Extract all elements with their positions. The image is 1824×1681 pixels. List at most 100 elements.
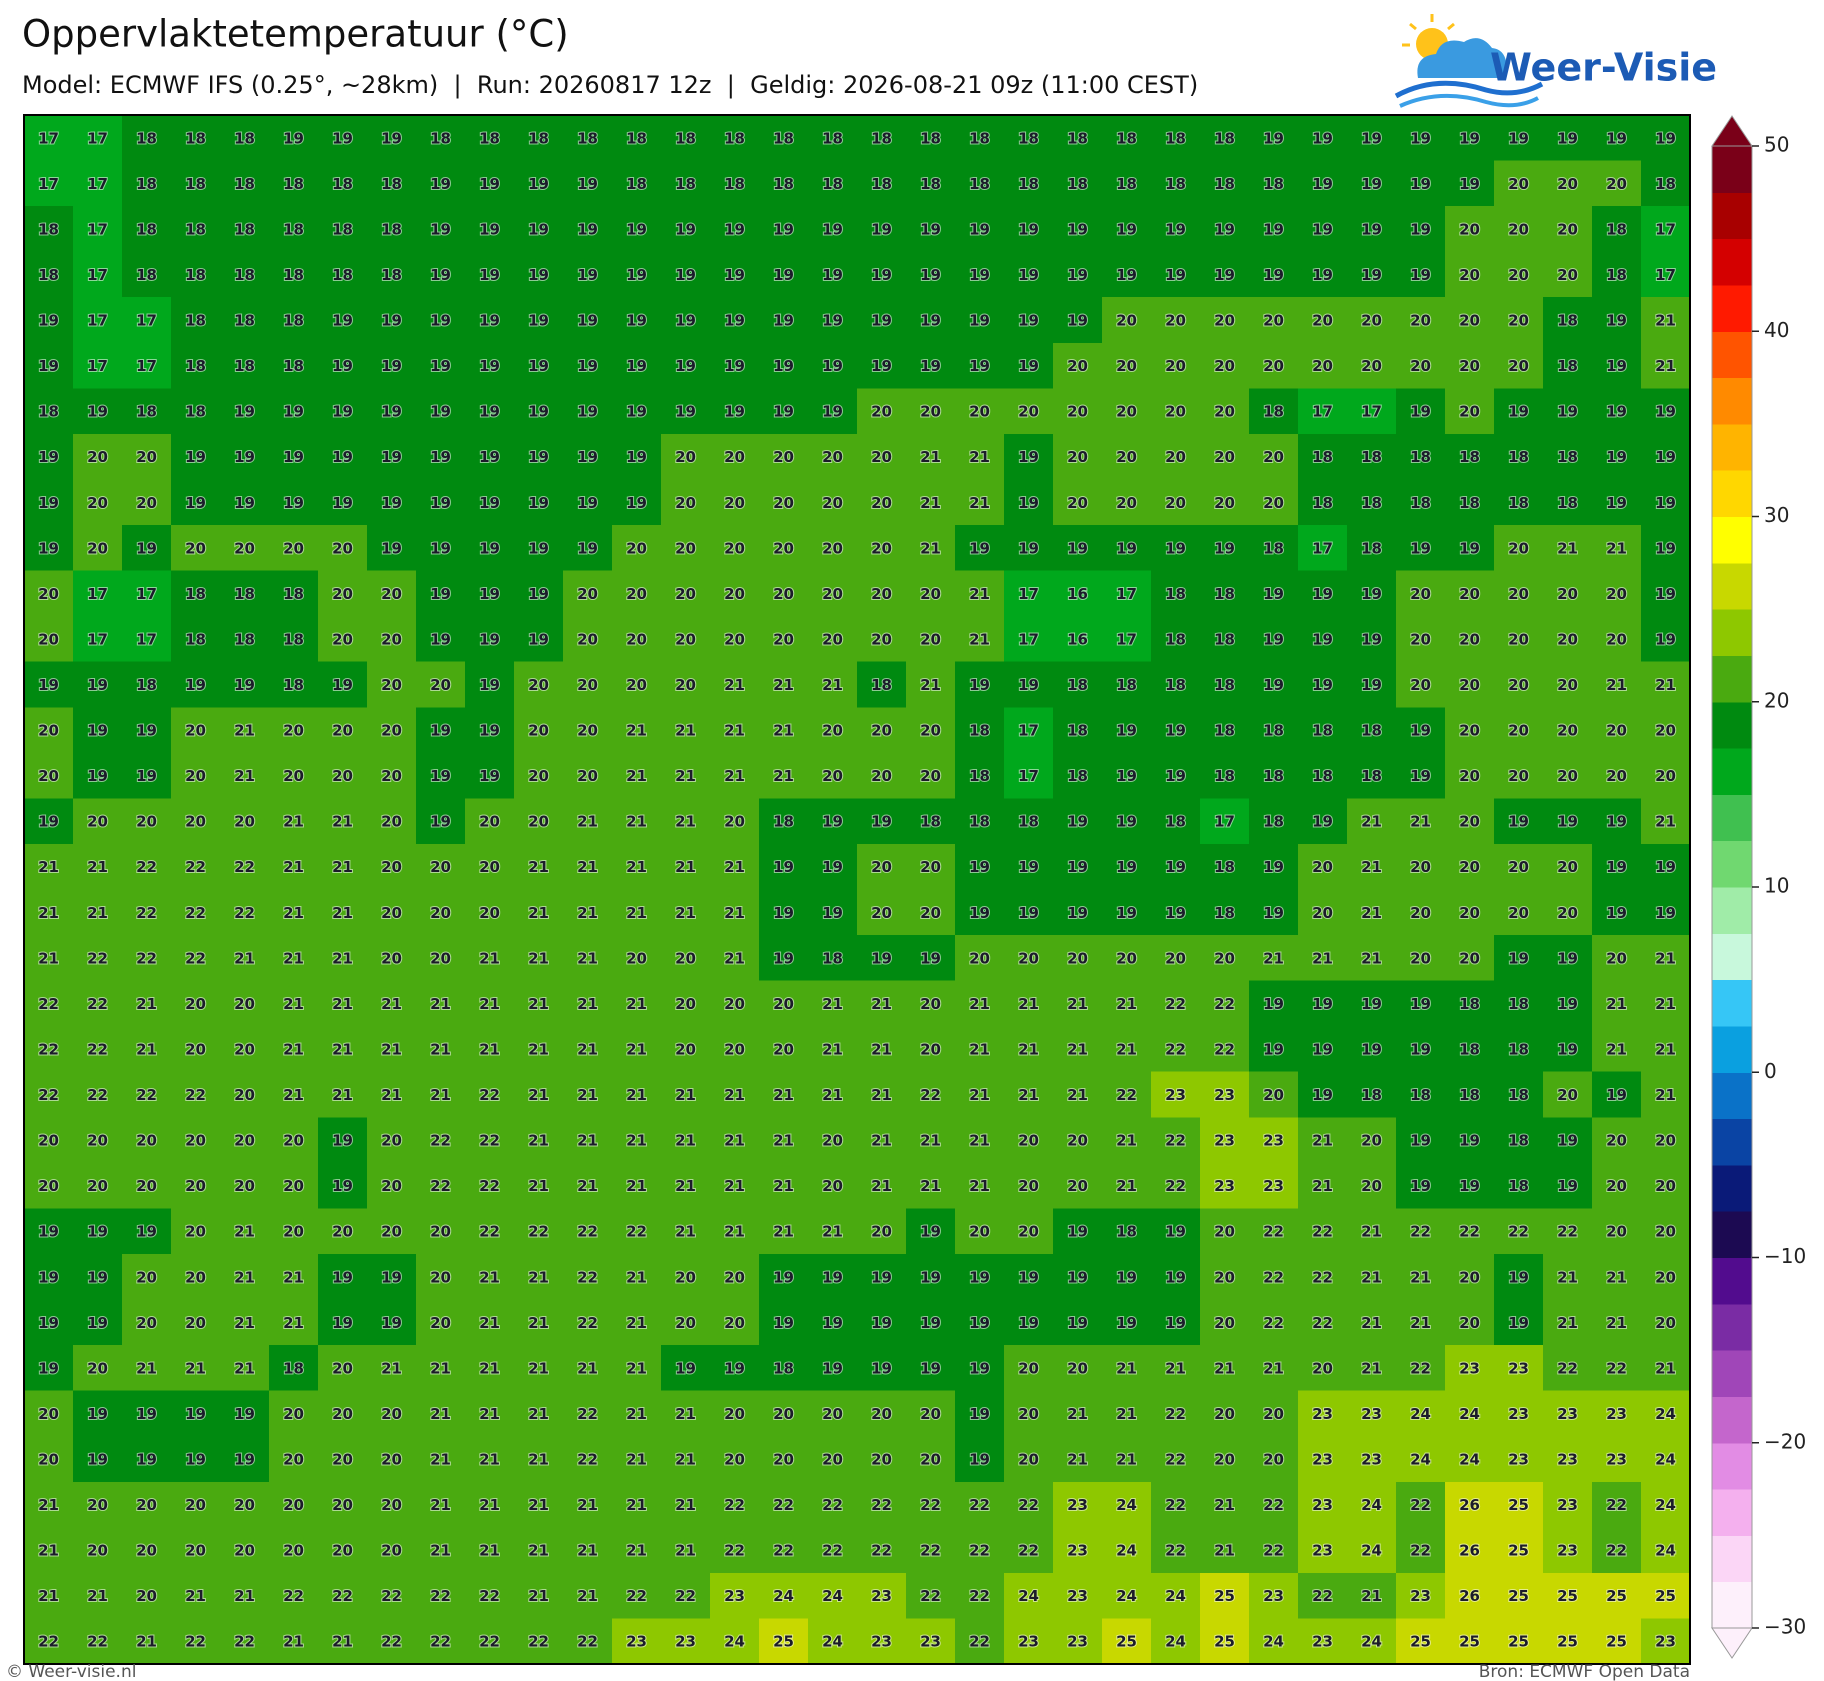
temperature-cell: [269, 570, 319, 617]
temperature-label: 22: [479, 1587, 500, 1605]
temperature-label: 18: [234, 220, 255, 238]
temperature-label: 19: [38, 494, 59, 512]
temperature-cell: [906, 707, 956, 754]
temperature-cell: [416, 251, 466, 298]
temperature-label: 20: [920, 585, 941, 603]
temperature-label: 21: [577, 1086, 598, 1104]
temperature-label: 21: [1263, 949, 1284, 967]
temperature-cell: [122, 251, 172, 298]
temperature-cell: [759, 661, 809, 708]
temperature-label: 20: [969, 1223, 990, 1241]
temperature-cell: [367, 889, 417, 936]
temperature-label: 18: [234, 175, 255, 193]
temperature-cell: [612, 1299, 662, 1346]
temperature-cell: [1151, 935, 1201, 982]
temperature-cell: [171, 1253, 221, 1301]
temperature-label: 20: [724, 1314, 745, 1332]
temperature-cell: [318, 388, 368, 435]
temperature-cell: [367, 752, 417, 799]
temperature-label: 20: [1557, 220, 1578, 238]
temperature-cell: [1102, 570, 1152, 617]
temperature-label: 20: [1361, 312, 1382, 330]
temperature-cell: [269, 297, 319, 344]
temperature-label: 21: [724, 858, 745, 876]
temperature-cell: [416, 843, 466, 891]
temperature-cell: [857, 297, 907, 344]
temperature-cell: [220, 889, 270, 936]
temperature-label: 19: [577, 220, 598, 238]
temperature-cell: [73, 752, 123, 799]
temperature-label: 20: [430, 1268, 451, 1286]
temperature-cell: [24, 115, 74, 162]
temperature-cell: [808, 1208, 858, 1255]
temperature-label: 19: [1312, 630, 1333, 648]
temperature-label: 25: [1508, 1633, 1529, 1651]
temperature-cell: [220, 1253, 270, 1301]
temperature-cell: [1543, 752, 1593, 799]
temperature-cell: [612, 889, 662, 936]
temperature-cell: [857, 1162, 907, 1210]
temperature-label: 20: [185, 1223, 206, 1241]
temperature-cell: [906, 1071, 956, 1118]
temperature-label: 20: [1655, 1268, 1676, 1286]
temperature-label: 18: [381, 266, 402, 284]
temperature-label: 21: [528, 858, 549, 876]
temperature-label: 20: [87, 1132, 108, 1150]
temperature-cell: [1592, 251, 1642, 298]
temperature-cell: [171, 1117, 221, 1164]
temperature-label: 20: [675, 1314, 696, 1332]
temperature-cell: [1445, 1117, 1495, 1164]
temperature-label: 18: [969, 129, 990, 147]
temperature-label: 18: [822, 949, 843, 967]
temperature-cell: [171, 798, 221, 845]
temperature-label: 20: [1312, 904, 1333, 922]
temperature-cell: [1102, 980, 1152, 1027]
temperature-cell: [710, 160, 760, 207]
temperature-cell: [1298, 1299, 1348, 1346]
temperature-label: 21: [969, 1040, 990, 1058]
temperature-label: 20: [1312, 357, 1333, 375]
temperature-label: 20: [1606, 1223, 1627, 1241]
temperature-label: 19: [1067, 1314, 1088, 1332]
temperature-label: 19: [675, 403, 696, 421]
temperature-label: 22: [87, 1040, 108, 1058]
temperature-cell: [1543, 843, 1593, 891]
temperature-label: 19: [920, 1268, 941, 1286]
temperature-label: 21: [479, 1542, 500, 1560]
temperature-cell: [612, 115, 662, 162]
temperature-cell: [710, 935, 760, 982]
temperature-label: 20: [1606, 767, 1627, 785]
temperature-cell: [171, 1208, 221, 1255]
temperature-label: 19: [1655, 129, 1676, 147]
temperature-label: 20: [1018, 1223, 1039, 1241]
temperature-label: 20: [1459, 813, 1480, 831]
temperature-cell: [122, 1117, 172, 1164]
temperature-label: 19: [1606, 357, 1627, 375]
temperature-cell: [710, 1162, 760, 1210]
temperature-label: 20: [1263, 1450, 1284, 1468]
temperature-label: 20: [626, 676, 647, 694]
temperature-label: 20: [185, 1177, 206, 1195]
temperature-cell: [24, 1208, 74, 1255]
temperature-label: 22: [1410, 1359, 1431, 1377]
temperature-cell: [808, 616, 858, 663]
temperature-cell: [1641, 1117, 1691, 1164]
temperature-label: 20: [1459, 1268, 1480, 1286]
temperature-label: 18: [1410, 494, 1431, 512]
temperature-label: 20: [185, 995, 206, 1013]
temperature-label: 19: [430, 357, 451, 375]
temperature-label: 21: [1067, 995, 1088, 1013]
temperature-cell: [1102, 889, 1152, 936]
temperature-label: 20: [773, 539, 794, 557]
temperature-cell: [857, 1299, 907, 1346]
temperature-cell: [220, 798, 270, 845]
colorbar-bin: [1712, 887, 1752, 934]
temperature-cell: [759, 115, 809, 162]
temperature-label: 20: [1214, 1223, 1235, 1241]
temperature-label: 19: [969, 858, 990, 876]
colorbar-bin: [1712, 516, 1752, 564]
temperature-label: 19: [1067, 813, 1088, 831]
temperature-cell: [661, 752, 711, 799]
temperature-cell: [220, 525, 270, 572]
temperature-cell: [73, 297, 123, 344]
